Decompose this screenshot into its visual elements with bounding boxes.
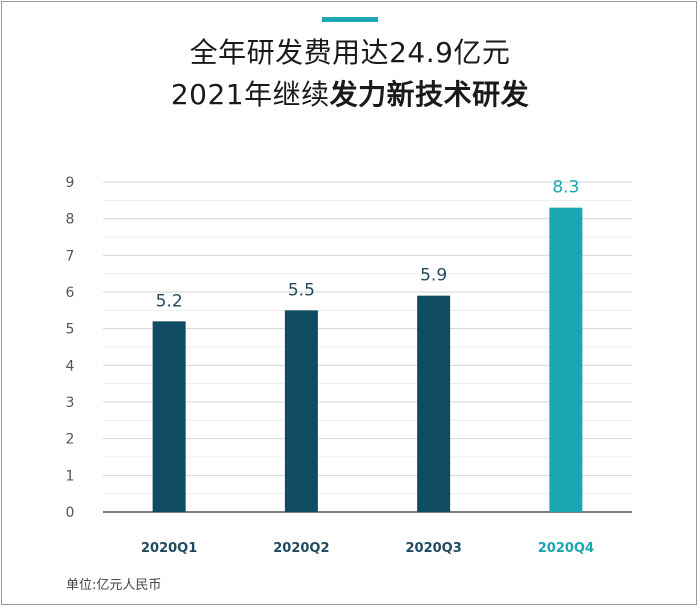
y-tick-label: 2 <box>66 432 75 448</box>
y-tick-label: 7 <box>66 248 75 264</box>
y-tick-label: 0 <box>66 505 75 521</box>
accent-bar <box>322 17 378 22</box>
y-tick-label: 9 <box>66 175 75 191</box>
x-tick-label: 2020Q4 <box>538 541 594 556</box>
data-label: 5.2 <box>156 291 183 311</box>
x-tick-label: 2020Q1 <box>141 541 197 556</box>
unit-note: 单位:亿元人民币 <box>66 578 162 593</box>
y-tick-label: 5 <box>66 322 75 338</box>
chart-title-line1: 全年研发费用达24.9亿元 <box>189 36 511 69</box>
data-label: 5.9 <box>420 266 447 286</box>
y-tick-label: 6 <box>66 285 75 301</box>
bar <box>549 207 583 512</box>
chart-title-line2-bold: 发力新技术研发 <box>329 78 530 111</box>
bar <box>152 321 186 512</box>
y-tick-label: 1 <box>66 468 75 484</box>
y-tick-label: 8 <box>66 212 75 228</box>
data-label: 5.5 <box>288 280 315 300</box>
chart-title-line2-regular: 2021年继续 <box>170 78 330 111</box>
data-label: 8.3 <box>552 178 579 198</box>
bar <box>284 310 318 512</box>
y-tick-label: 4 <box>66 358 75 374</box>
chart-title-line2: 2021年继续发力新技术研发 <box>0 78 700 112</box>
x-tick-label: 2020Q2 <box>273 541 329 556</box>
y-tick-label: 3 <box>66 395 75 411</box>
bar <box>417 295 451 512</box>
x-tick-label: 2020Q3 <box>405 541 461 556</box>
